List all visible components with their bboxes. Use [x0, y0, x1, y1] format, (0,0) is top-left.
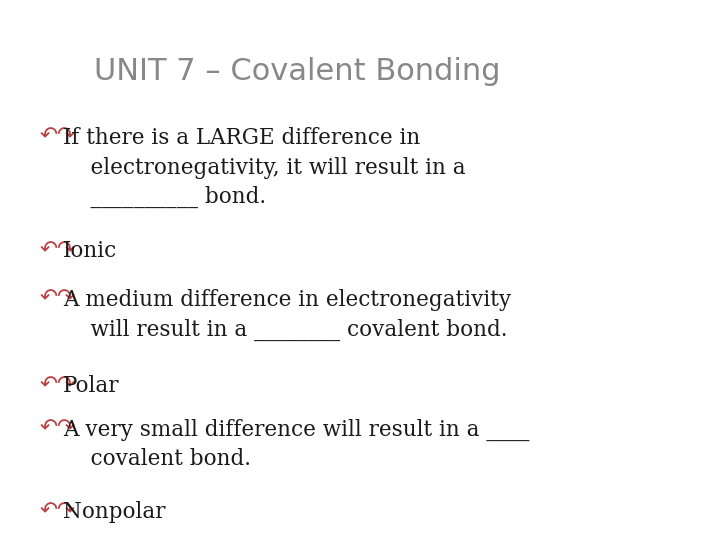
Text: Polar: Polar [63, 375, 120, 397]
Text: ↶↷: ↶↷ [40, 240, 76, 260]
Text: ↶↷: ↶↷ [40, 127, 76, 147]
Text: ↶↷: ↶↷ [40, 289, 76, 309]
Text: Ionic: Ionic [63, 240, 117, 262]
Text: A very small difference will result in a ____
    covalent bond.: A very small difference will result in a… [63, 418, 530, 470]
Text: Nonpolar: Nonpolar [63, 501, 166, 523]
Text: ↶↷: ↶↷ [40, 375, 76, 395]
Text: UNIT 7 – Covalent Bonding: UNIT 7 – Covalent Bonding [94, 57, 500, 86]
Text: ↶↷: ↶↷ [40, 418, 76, 438]
Text: ↶↷: ↶↷ [40, 501, 76, 521]
Text: A medium difference in electronegativity
    will result in a ________ covalent : A medium difference in electronegativity… [63, 289, 511, 341]
Text: If there is a LARGE difference in
    electronegativity, it will result in a
   : If there is a LARGE difference in electr… [63, 127, 466, 208]
